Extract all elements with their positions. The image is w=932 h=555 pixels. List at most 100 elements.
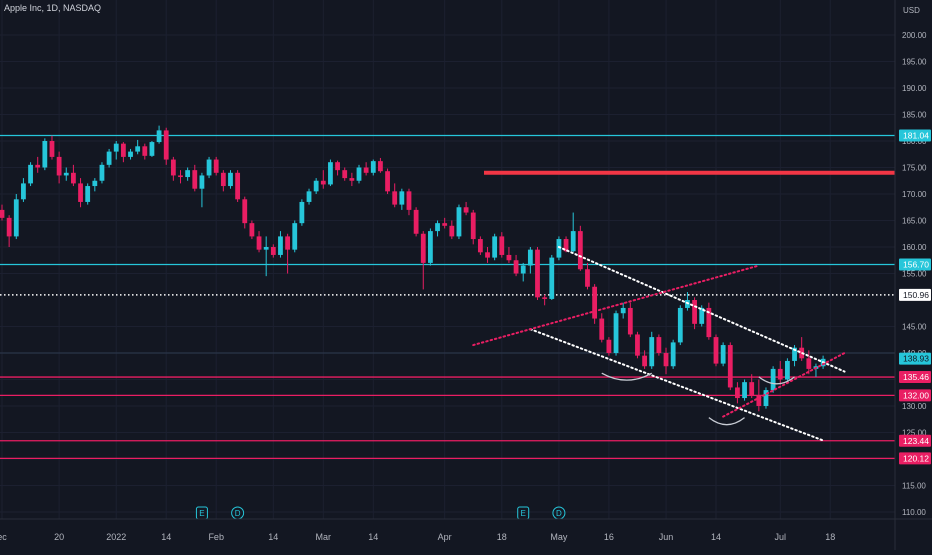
y-tick-label: 175.00 [902, 164, 927, 173]
candle-body [635, 334, 640, 356]
candle-body [192, 170, 198, 189]
candle-body [21, 183, 26, 200]
x-tick-label: 20 [54, 532, 64, 542]
candle-body [78, 183, 83, 202]
price-axis[interactable]: 110.00115.00120.00125.00130.00135.00140.… [899, 31, 931, 517]
candle-body [0, 209, 5, 218]
candle-body [163, 130, 169, 160]
candle-body [520, 265, 526, 274]
x-tick-label: 2022 [106, 532, 126, 542]
candle-body [599, 318, 605, 340]
candle-body [113, 143, 119, 152]
x-tick-label: 14 [161, 532, 171, 542]
price-level-label: 132.00 [903, 390, 929, 400]
candle-body [727, 345, 733, 388]
candle-body [606, 339, 612, 353]
candle-body [706, 307, 712, 338]
candle-body [556, 239, 562, 258]
candle-body [63, 172, 69, 176]
candle-body [792, 347, 797, 361]
candle-body [242, 199, 248, 224]
y-tick-label: 165.00 [902, 217, 927, 226]
candle-body [185, 170, 191, 178]
last-price-label: 138.93 [903, 354, 929, 364]
y-tick-label: 185.00 [902, 111, 927, 120]
candle-body [313, 180, 319, 192]
candle-body [256, 236, 262, 250]
candle-body [670, 342, 676, 367]
candle-body [49, 141, 55, 157]
candle-body [328, 162, 333, 185]
x-tick-label: 18 [497, 532, 507, 542]
candle-body [613, 313, 619, 353]
candle-body [56, 156, 62, 176]
candle-body [220, 172, 226, 187]
candle-body [649, 337, 655, 367]
candle-body [370, 161, 376, 173]
price-level-label: 120.12 [903, 453, 929, 463]
candle-body [149, 142, 155, 156]
event-marker-label: E [521, 509, 526, 518]
candle-body [677, 307, 683, 343]
candle-body [235, 172, 241, 200]
candle-body [656, 337, 662, 353]
candle-body [549, 257, 555, 299]
y-tick-label: 115.00 [902, 482, 926, 491]
candle-body [406, 191, 412, 210]
candle-body [306, 191, 312, 202]
candle-body [713, 337, 719, 364]
candle-body [506, 254, 512, 261]
y-tick-label: 195.00 [902, 58, 927, 67]
candle-body [378, 161, 383, 172]
candle-body [770, 368, 776, 391]
candle-body [442, 223, 448, 226]
currency-label: USD [903, 6, 920, 15]
candle-body [420, 233, 426, 263]
candle-body [585, 269, 590, 287]
candle-body [735, 387, 740, 399]
price-level-label: 135.46 [903, 372, 929, 382]
price-level-label: 123.44 [903, 436, 929, 446]
event-marker-label: D [556, 509, 562, 518]
candle-body [28, 164, 33, 184]
candle-body [120, 143, 126, 157]
candle-body [777, 368, 783, 380]
candle-body [642, 355, 647, 367]
x-tick-label: Apr [438, 532, 452, 542]
candle-body [577, 231, 583, 270]
candle-body [135, 146, 141, 152]
candle-body [278, 236, 283, 255]
candle-body [699, 307, 705, 324]
x-tick-label: May [550, 532, 568, 542]
candle-body [742, 382, 747, 399]
y-tick-label: 130.00 [902, 402, 927, 411]
candle-body [228, 172, 233, 187]
candle-body [785, 360, 790, 380]
time-axis[interactable]: ec 20 2022 14 Feb 14 Mar 14 Apr 18 May 16 Jun 14 Jul 18 [0, 532, 835, 542]
last-price-tag [899, 352, 931, 365]
candle-body [320, 180, 326, 185]
candle-body [527, 249, 533, 266]
price-level-label: 156.70 [903, 259, 929, 269]
y-tick-label: 160.00 [902, 243, 927, 252]
candle-body [620, 307, 626, 314]
y-tick-label: 170.00 [902, 190, 927, 199]
y-tick-label: 125.00 [902, 429, 927, 438]
candle-body [263, 247, 269, 250]
candle-body [299, 201, 305, 224]
candle-body [806, 358, 812, 369]
candle-body [71, 172, 76, 184]
candle-body [342, 170, 348, 179]
candle-body [92, 180, 98, 187]
candle-body [178, 175, 183, 178]
y-tick-label: 190.00 [902, 84, 927, 93]
pattern-arc [601, 372, 653, 381]
price-level-label: 150.96 [903, 290, 929, 300]
y-tick-label: 180.00 [902, 137, 927, 146]
x-tick-label: 18 [825, 532, 835, 542]
candle-body [749, 382, 755, 396]
candle-body [492, 236, 498, 258]
